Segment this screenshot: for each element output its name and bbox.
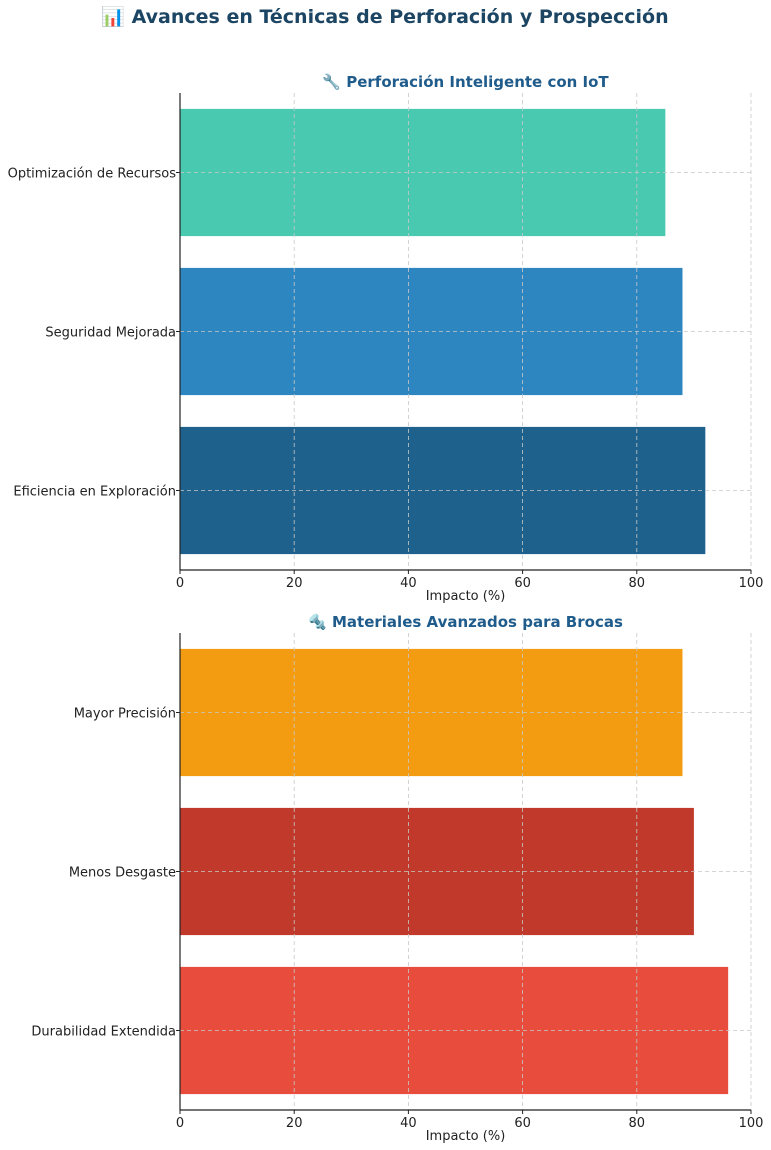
figure-title: 📊 Avances en Técnicas de Perforación y P… — [101, 5, 668, 28]
iot-xtick-label-0: 0 — [176, 576, 184, 591]
iot-xlabel: Impacto (%) — [426, 589, 506, 604]
brocas-category-label-2: Mayor Precisión — [74, 707, 176, 722]
iot-category-label-2: Optimización de Recursos — [8, 167, 177, 182]
iot-xtick-label-4: 80 — [629, 576, 646, 591]
iot-xtick-label-3: 60 — [514, 576, 531, 591]
iot-xtick-label-5: 100 — [739, 576, 764, 591]
brocas-xtick-label-0: 0 — [176, 1116, 184, 1131]
brocas-xtick-label-3: 60 — [514, 1116, 531, 1131]
chart-brocas: 🔩 Materiales Avanzados para Brocas 0 20 40 6… — [31, 613, 763, 1144]
brocas-xtick-label-1: 20 — [286, 1116, 303, 1131]
iot-bar-1 — [180, 267, 683, 396]
brocas-xtick-label-2: 40 — [400, 1116, 417, 1131]
brocas-bar-2 — [180, 648, 683, 777]
iot-title: 🔧 Perforación Inteligente con IoT — [322, 72, 609, 91]
brocas-category-label-0: Durabilidad Extendida — [31, 1025, 176, 1040]
brocas-xtick-label-5: 100 — [739, 1116, 764, 1131]
brocas-category-label-1: Menos Desgaste — [69, 866, 176, 881]
iot-xtick-label-1: 20 — [286, 576, 303, 591]
brocas-title: 🔩 Materiales Avanzados para Brocas — [308, 613, 623, 631]
chart-iot: 🔧 Perforación Inteligente con IoT 0 20 40 60… — [8, 72, 764, 604]
iot-category-label-1: Seguridad Mejorada — [45, 326, 176, 341]
brocas-xtick-label-4: 80 — [629, 1116, 646, 1131]
brocas-xlabel: Impacto (%) — [426, 1129, 506, 1144]
iot-category-label-0: Eficiencia en Exploración — [13, 485, 176, 500]
iot-xtick-label-2: 40 — [400, 576, 417, 591]
